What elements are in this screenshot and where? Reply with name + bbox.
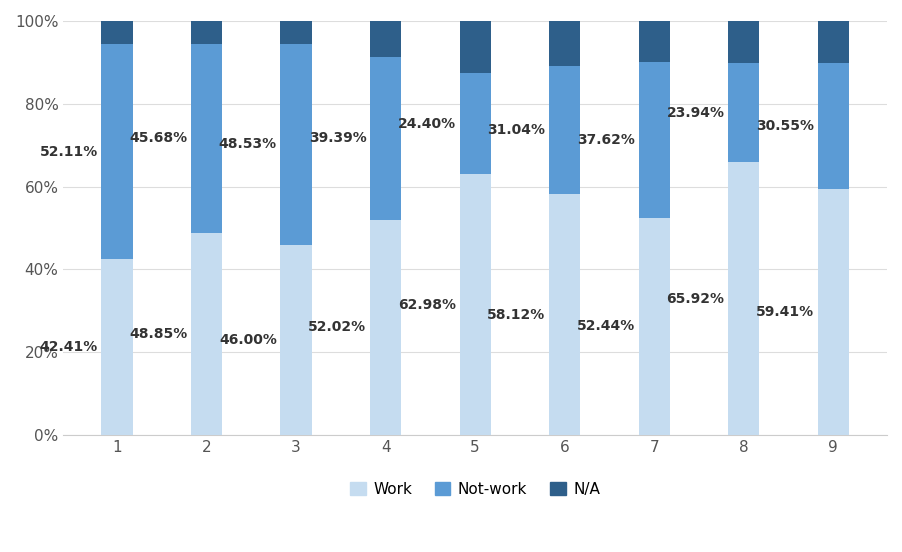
- Bar: [817, 21, 849, 62]
- Bar: [549, 194, 580, 435]
- Text: 48.85%: 48.85%: [129, 327, 188, 341]
- Bar: [639, 21, 670, 62]
- Legend: Work, Not-work, N/A: Work, Not-work, N/A: [345, 476, 606, 503]
- Bar: [370, 21, 401, 56]
- Text: 46.00%: 46.00%: [219, 333, 277, 347]
- Text: 45.68%: 45.68%: [129, 131, 188, 145]
- Bar: [101, 21, 133, 44]
- Text: 37.62%: 37.62%: [577, 133, 635, 147]
- Text: 24.40%: 24.40%: [398, 116, 456, 131]
- Text: 39.39%: 39.39%: [308, 131, 366, 145]
- Bar: [101, 44, 133, 259]
- Bar: [549, 66, 580, 194]
- Bar: [281, 44, 312, 245]
- Text: 30.55%: 30.55%: [756, 119, 814, 133]
- Bar: [370, 56, 401, 220]
- Bar: [281, 245, 312, 435]
- Bar: [639, 62, 670, 218]
- Bar: [191, 44, 222, 233]
- Text: 59.41%: 59.41%: [756, 305, 814, 319]
- Text: 58.12%: 58.12%: [487, 307, 546, 322]
- Text: 65.92%: 65.92%: [667, 291, 724, 305]
- Bar: [728, 63, 759, 162]
- Bar: [459, 174, 491, 435]
- Bar: [101, 259, 133, 435]
- Bar: [191, 21, 222, 44]
- Bar: [370, 220, 401, 435]
- Text: 23.94%: 23.94%: [667, 105, 724, 120]
- Text: 52.44%: 52.44%: [576, 320, 635, 333]
- Bar: [728, 162, 759, 435]
- Bar: [817, 189, 849, 435]
- Bar: [639, 218, 670, 435]
- Text: 31.04%: 31.04%: [487, 123, 546, 137]
- Text: 62.98%: 62.98%: [398, 298, 456, 311]
- Bar: [459, 73, 491, 174]
- Text: 52.11%: 52.11%: [40, 145, 97, 158]
- Text: 52.02%: 52.02%: [308, 320, 366, 335]
- Bar: [549, 21, 580, 66]
- Bar: [817, 62, 849, 189]
- Bar: [459, 21, 491, 73]
- Bar: [728, 21, 759, 63]
- Text: 48.53%: 48.53%: [219, 137, 277, 151]
- Text: 42.41%: 42.41%: [40, 340, 97, 354]
- Bar: [281, 21, 312, 44]
- Bar: [191, 233, 222, 435]
